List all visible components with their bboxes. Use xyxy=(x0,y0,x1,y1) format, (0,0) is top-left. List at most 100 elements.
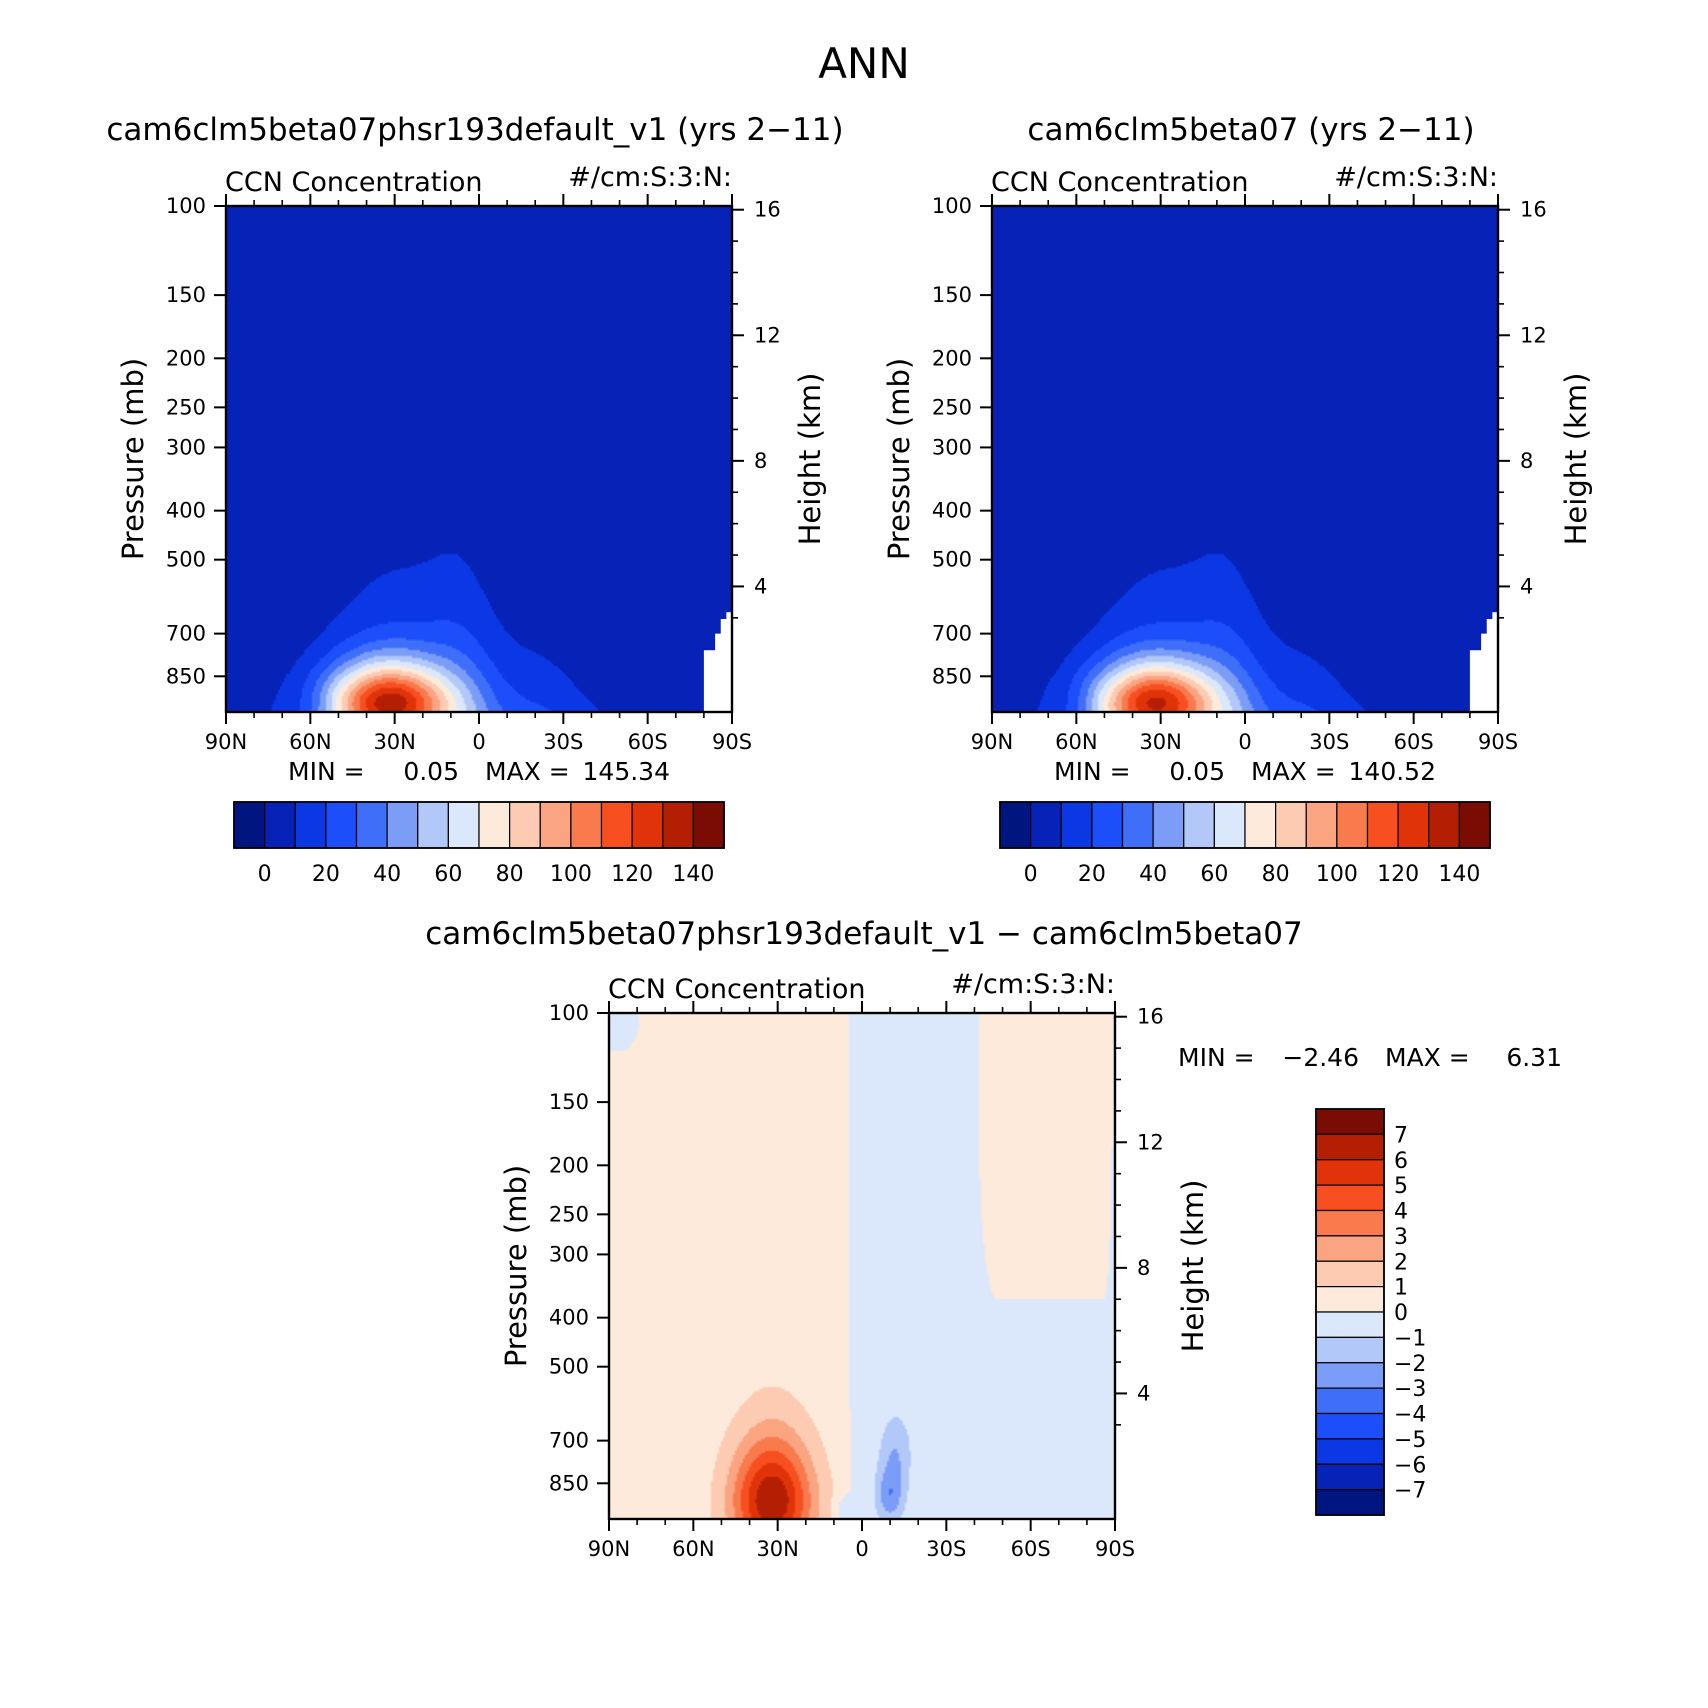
panel-control-ytick-label: 250 xyxy=(932,395,972,419)
panel-control-xtick-label: 0 xyxy=(1238,730,1251,754)
panel-model-colorbar-box xyxy=(264,801,296,849)
panel-model-right-axis-label: Height (km) xyxy=(793,373,827,546)
panel-model-ytick-label: 250 xyxy=(166,395,206,419)
panel-model-ytick-label: 150 xyxy=(166,283,206,307)
panel-model-ytick-label: 850 xyxy=(166,664,206,688)
panel-model-max-label: MAX = xyxy=(485,757,570,786)
panel-model-colorbar-box xyxy=(417,801,449,849)
panel-control-ytick-label: 500 xyxy=(932,548,972,572)
panel-model-colorbar-frame xyxy=(233,801,725,849)
panel-model-colorbar-box xyxy=(539,801,572,849)
panel-model-xtick-label: 30S xyxy=(543,730,583,754)
panel-model-xtick-label: 90S xyxy=(712,730,752,754)
panel-difference-ytick-label: 100 xyxy=(549,1001,589,1025)
panel-model-xtick-label: 60N xyxy=(289,730,331,754)
panel-difference-colorbar-label: −3 xyxy=(1394,1377,1426,1402)
panel-model-colorbar-label: 20 xyxy=(312,862,340,887)
panel-model-colorbar-label: 80 xyxy=(496,862,524,887)
panel-difference-min-value: −2.46 xyxy=(1282,1043,1359,1072)
panel-model-colorbar-box xyxy=(355,801,388,849)
panel-difference-colorbar-box xyxy=(1315,1463,1385,1491)
panel-model-colorbar-box xyxy=(509,801,541,849)
panel-model-ytick-right-label: 4 xyxy=(754,574,767,598)
panel-model-y-axis-label: Pressure (mb) xyxy=(116,358,150,560)
panel-difference-colorbar-label: 4 xyxy=(1394,1200,1408,1225)
panel-difference-xtick-label: 60N xyxy=(672,1537,714,1561)
panel-difference-colorbar-box xyxy=(1315,1336,1385,1364)
panel-difference-colorbar-label: −1 xyxy=(1394,1326,1426,1351)
panel-difference-colorbar-label: 5 xyxy=(1394,1174,1408,1199)
panel-model-colorbar-label: 140 xyxy=(672,862,714,887)
panel-model-colorbar-box xyxy=(478,801,511,849)
panel-difference-colorbar-box xyxy=(1315,1311,1385,1338)
panel-difference-ytick-right-label: 4 xyxy=(1137,1381,1150,1405)
panel-difference-ytick-label: 250 xyxy=(549,1202,589,1226)
panel-control-ytick-label: 150 xyxy=(932,283,972,307)
panel-difference-ytick-label: 700 xyxy=(549,1429,589,1453)
panel-control-ytick-label: 850 xyxy=(932,664,972,688)
panel-control-colorbar-label: 80 xyxy=(1262,862,1290,887)
panel-control-ytick-right-label: 16 xyxy=(1520,198,1547,222)
panel-difference-max-value: 6.31 xyxy=(1506,1043,1562,1072)
panel-difference-variable-label: CCN Concentration xyxy=(608,974,866,1005)
panel-control-colorbar-label: 40 xyxy=(1139,862,1167,887)
panel-control-ytick-label: 700 xyxy=(932,622,972,646)
panel-control-colorbar-box xyxy=(1213,801,1246,849)
panel-control-ytick-label: 200 xyxy=(932,346,972,370)
panel-model-plot-area xyxy=(226,206,732,712)
panel-difference-right-axis-label: Height (km) xyxy=(1176,1180,1210,1353)
panel-model-max-value: 145.34 xyxy=(583,757,670,786)
panel-control-ytick-right-label: 8 xyxy=(1520,449,1533,473)
panel-difference-ytick-label: 850 xyxy=(549,1471,589,1495)
panel-control-colorbar-frame xyxy=(999,801,1491,849)
panel-difference-ytick-label: 200 xyxy=(549,1153,589,1177)
panel-control-colorbar-box xyxy=(1397,801,1430,849)
panel-control-missing-data-3 xyxy=(1492,612,1498,712)
panel-difference-colorbar-label: −6 xyxy=(1394,1453,1426,1478)
panel-control-xtick-label: 30S xyxy=(1309,730,1349,754)
panel-difference-colorbar-box xyxy=(1315,1209,1385,1237)
panel-difference-max-label: MAX = xyxy=(1385,1043,1470,1072)
panel-control-colorbar-box xyxy=(1183,801,1215,849)
panel-control-ytick-label: 300 xyxy=(932,435,972,459)
panel-difference-xtick-label: 0 xyxy=(855,1537,868,1561)
panel-model-colorbar-label: 0 xyxy=(258,862,272,887)
panel-control-colorbar-box xyxy=(999,801,1032,849)
panel-control-xtick-label: 60S xyxy=(1394,730,1434,754)
panel-model-units-label: #/cm:S:3:N: xyxy=(568,162,732,193)
panel-model-ytick-label: 300 xyxy=(166,435,206,459)
panel-difference-colorbar-frame xyxy=(1315,1108,1385,1516)
panel-difference-ytick-label: 400 xyxy=(549,1306,589,1330)
panel-difference-colorbar-label: −4 xyxy=(1394,1403,1426,1428)
panel-control-colorbar-label: 140 xyxy=(1438,862,1480,887)
panel-control-title: cam6clm5beta07 (yrs 2−11) xyxy=(1027,112,1474,148)
panel-control-colorbar-box xyxy=(1366,801,1399,849)
panel-control-colorbar-box xyxy=(1305,801,1338,849)
panel-model-colorbar-label: 100 xyxy=(550,862,592,887)
panel-model-colorbar-box xyxy=(570,801,603,849)
panel-difference-ytick-label: 500 xyxy=(549,1355,589,1379)
panel-difference-units-label: #/cm:S:3:N: xyxy=(951,969,1115,1000)
panel-control-colorbar-box xyxy=(1152,801,1185,849)
panel-difference-ytick-label: 300 xyxy=(549,1242,589,1266)
panel-model-colorbar-box xyxy=(692,801,725,849)
panel-difference-colorbar-label: 3 xyxy=(1394,1225,1408,1250)
panel-difference-colorbar-box xyxy=(1315,1133,1385,1161)
panel-control-colorbar-label: 20 xyxy=(1078,862,1106,887)
panel-difference-colorbar-label: 6 xyxy=(1394,1149,1408,1174)
panel-difference-colorbar-box xyxy=(1315,1489,1385,1516)
panel-control-colorbar-label: 100 xyxy=(1316,862,1358,887)
panel-difference-colorbar-box xyxy=(1315,1362,1385,1389)
panel-model-colorbar-box xyxy=(294,801,327,849)
panel-control-ytick-right-label: 4 xyxy=(1520,574,1533,598)
panel-model-xtick-label: 0 xyxy=(472,730,485,754)
panel-model-min-label: MIN = xyxy=(288,757,365,786)
panel-model-ytick-label: 400 xyxy=(166,499,206,523)
panel-difference-colorbar-box xyxy=(1315,1108,1385,1135)
panel-difference-colorbar-box xyxy=(1315,1387,1385,1415)
panel-difference-colorbar-box xyxy=(1315,1184,1385,1212)
page-title: ANN xyxy=(818,39,910,88)
panel-difference-xtick-label: 90S xyxy=(1095,1537,1135,1561)
panel-control-colorbar-box xyxy=(1030,801,1062,849)
panel-model-ytick-label: 200 xyxy=(166,346,206,370)
